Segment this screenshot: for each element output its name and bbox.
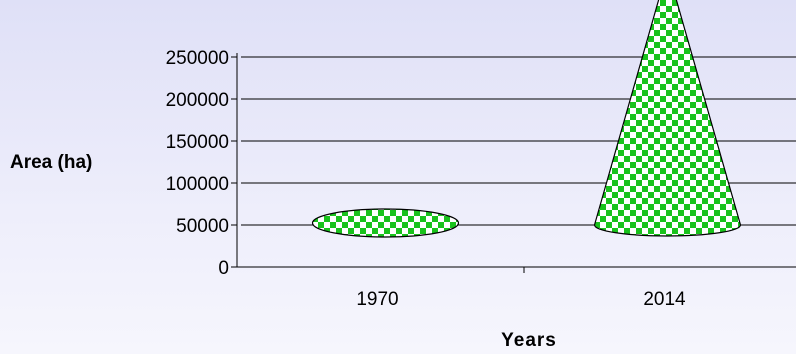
x-axis-title: Years [501, 330, 557, 351]
y-tick-label: 200000 [166, 90, 229, 111]
y-tick-label: 0 [218, 258, 229, 279]
cone-marks [311, 0, 742, 238]
y-tick-label: 50000 [176, 216, 229, 237]
x-tick-label: 1970 [356, 289, 398, 310]
x-tick-label: 2014 [643, 289, 686, 310]
y-tick-label: 250000 [166, 48, 229, 69]
cone-mark [311, 208, 460, 238]
x-tick-labels: 1970 2014 [356, 289, 686, 310]
y-tick-label: 150000 [166, 132, 229, 153]
y-tick-labels: 0 50000 100000 150000 200000 250000 [166, 48, 229, 279]
cone-mark [593, 0, 742, 237]
y-tick-label: 100000 [166, 174, 229, 195]
y-axis-title: Area (ha) [10, 152, 92, 173]
axes [231, 53, 796, 273]
